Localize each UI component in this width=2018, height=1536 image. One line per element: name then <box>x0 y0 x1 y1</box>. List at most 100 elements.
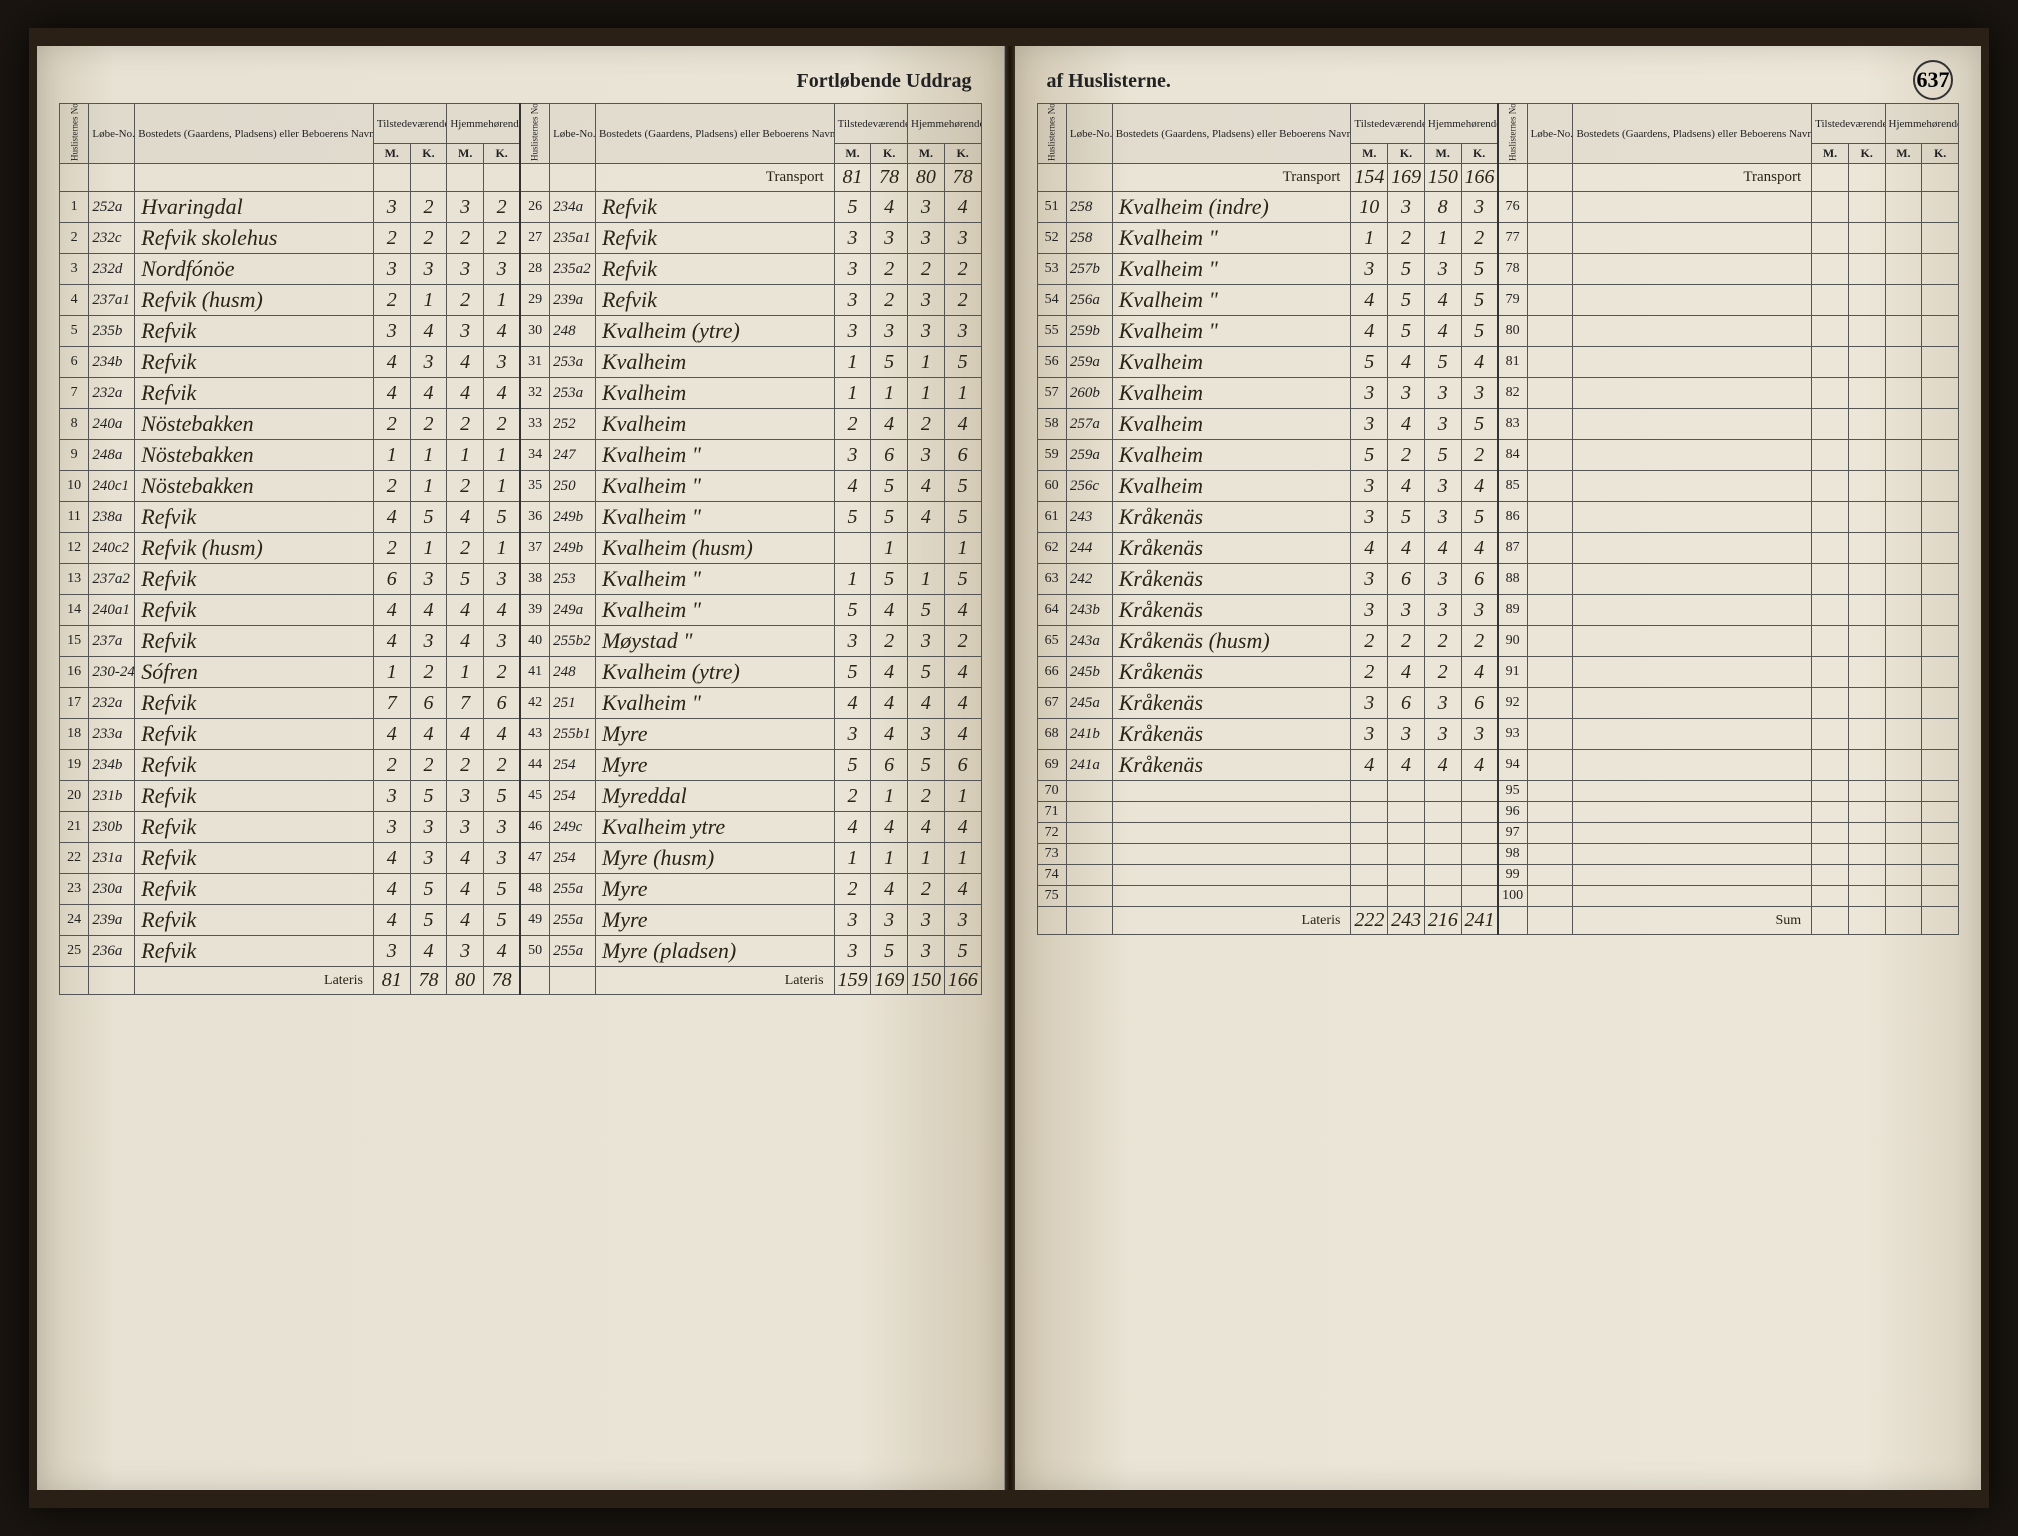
hjemme-k: 4 <box>484 595 521 626</box>
tilstede-k: 4 <box>871 595 908 626</box>
hjemme-m: 8 <box>1424 192 1461 223</box>
hjemme-m: 2 <box>908 254 945 285</box>
row-number: 95 <box>1498 781 1527 802</box>
hjemme-m <box>1885 688 1922 719</box>
lobe-no: 255b1 <box>550 719 596 750</box>
hjemme-m: 4 <box>447 502 484 533</box>
lobe-no: 258 <box>1066 192 1112 223</box>
ledger-row: 16 230-240 Sófren 1 2 1 2 41 248 Kvalhei… <box>60 657 982 688</box>
tilstede-k <box>1848 688 1885 719</box>
tilstede-m: 2 <box>373 750 410 781</box>
hjemme-m: 3 <box>1424 595 1461 626</box>
hjemme-m <box>1885 502 1922 533</box>
col-k: K. <box>1922 144 1959 164</box>
row-number: 31 <box>520 347 549 378</box>
hjemme-m <box>1885 533 1922 564</box>
hjemme-m <box>1885 750 1922 781</box>
col-huslisternes: Huslisternes No. <box>520 104 549 164</box>
place-name <box>1573 285 1812 316</box>
hjemme-m: 7 <box>447 688 484 719</box>
place-name: Myre <box>595 750 834 781</box>
tilstede-m: 3 <box>834 936 871 967</box>
hjemme-m: 3 <box>1424 502 1461 533</box>
place-name: Refvik <box>135 595 374 626</box>
hjemme-k: 3 <box>484 812 521 843</box>
lobe-no: 231a <box>89 843 135 874</box>
row-number: 83 <box>1498 409 1527 440</box>
row-number: 87 <box>1498 533 1527 564</box>
tilstede-m: 3 <box>1351 254 1388 285</box>
lobe-no: 253a <box>550 378 596 409</box>
lobe-no: 253a <box>550 347 596 378</box>
row-number: 80 <box>1498 316 1527 347</box>
ledger-row: 56 259a Kvalheim 5 4 5 4 81 <box>1037 347 1959 378</box>
page-title-left: Fortløbende Uddrag <box>59 64 982 103</box>
tilstede-k: 6 <box>871 440 908 471</box>
col-bosted: Bostedets (Gaardens, Pladsens) eller Beb… <box>595 104 834 164</box>
tilstede-k <box>1848 844 1885 865</box>
tilstede-k: 4 <box>1388 347 1425 378</box>
lobe-no <box>1527 223 1573 254</box>
col-m: M. <box>1424 144 1461 164</box>
tilstede-k <box>1848 502 1885 533</box>
lobe-no <box>1527 657 1573 688</box>
hjemme-k: 2 <box>944 626 981 657</box>
place-name <box>1573 533 1812 564</box>
ledger-row: 66 245b Kråkenäs 2 4 2 4 91 <box>1037 657 1959 688</box>
ledger-row: 5 235b Refvik 3 4 3 4 30 248 Kvalheim (y… <box>60 316 982 347</box>
tilstede-k: 1 <box>871 533 908 564</box>
lobe-no <box>1527 844 1573 865</box>
lobe-no: 257b <box>1066 254 1112 285</box>
ledger-book: Fortløbende Uddrag Huslisternes No. Løbe… <box>29 28 1989 1508</box>
tilstede-m <box>1812 223 1849 254</box>
hjemme-k: 5 <box>1461 502 1498 533</box>
tilstede-m: 3 <box>1351 719 1388 750</box>
hjemme-k <box>1922 595 1959 626</box>
place-name: Refvik <box>135 719 374 750</box>
lobe-no <box>1066 844 1112 865</box>
col-lobe: Løbe-No. <box>89 104 135 164</box>
col-tilstede: Tilstedeværende Folkemængde. <box>834 104 907 144</box>
hjemme-m: 4 <box>908 471 945 502</box>
tilstede-m: 3 <box>834 626 871 657</box>
ledger-row: 75 100 <box>1037 886 1959 907</box>
hjemme-m <box>1885 471 1922 502</box>
row-number: 55 <box>1037 316 1066 347</box>
lobe-no <box>1527 781 1573 802</box>
lobe-no: 256a <box>1066 285 1112 316</box>
hjemme-k: 6 <box>944 750 981 781</box>
lobe-no <box>1527 347 1573 378</box>
hjemme-k: 3 <box>484 843 521 874</box>
place-name: Hvaringdal <box>135 192 374 223</box>
tilstede-m: 3 <box>834 719 871 750</box>
lobe-no: 237a2 <box>89 564 135 595</box>
hjemme-m <box>1885 865 1922 886</box>
lobe-no: 245b <box>1066 657 1112 688</box>
hjemme-m: 3 <box>447 254 484 285</box>
place-name <box>1573 802 1812 823</box>
hjemme-k <box>1922 657 1959 688</box>
lobe-no <box>1527 688 1573 719</box>
col-k: K. <box>944 144 981 164</box>
place-name: Refvik <box>135 750 374 781</box>
tilstede-k: 4 <box>871 719 908 750</box>
lobe-no: 233a <box>89 719 135 750</box>
hjemme-k: 5 <box>484 874 521 905</box>
ledger-row: 62 244 Kråkenäs 4 4 4 4 87 <box>1037 533 1959 564</box>
ledger-row: 64 243b Kråkenäs 3 3 3 3 89 <box>1037 595 1959 626</box>
tilstede-k: 3 <box>410 564 447 595</box>
row-number: 71 <box>1037 802 1066 823</box>
hjemme-k: 1 <box>484 440 521 471</box>
row-number: 85 <box>1498 471 1527 502</box>
row-number: 66 <box>1037 657 1066 688</box>
row-number: 43 <box>520 719 549 750</box>
row-number: 52 <box>1037 223 1066 254</box>
tilstede-k <box>1848 564 1885 595</box>
lobe-no <box>1527 316 1573 347</box>
lobe-no <box>1066 823 1112 844</box>
hjemme-k: 5 <box>944 502 981 533</box>
tilstede-k: 2 <box>410 223 447 254</box>
row-number: 13 <box>60 564 89 595</box>
tilstede-k: 5 <box>871 471 908 502</box>
place-name: Refvik <box>135 812 374 843</box>
